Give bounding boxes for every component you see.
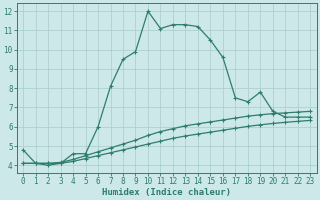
X-axis label: Humidex (Indice chaleur): Humidex (Indice chaleur) [102,188,231,197]
